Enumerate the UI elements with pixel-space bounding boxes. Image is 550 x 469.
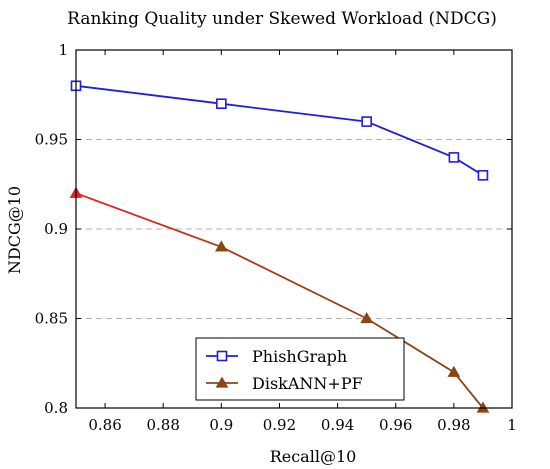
data-point <box>360 311 374 324</box>
data-point <box>214 240 228 252</box>
series-line <box>75 84 484 177</box>
x-tick-label: 0.86 <box>88 416 121 434</box>
y-tick-label: 0.9 <box>44 220 68 238</box>
legend-marker <box>216 350 228 362</box>
data-point <box>216 98 227 109</box>
x-tick-label: 1 <box>507 416 517 434</box>
chart-title: Ranking Quality under Skewed Workload (N… <box>67 9 497 29</box>
x-tick-label: 0.98 <box>437 416 470 434</box>
series-1 <box>70 80 489 181</box>
x-tick-label: 0.9 <box>209 416 233 434</box>
y-tick-label: 0.85 <box>35 310 68 328</box>
data-point <box>477 170 489 181</box>
legend-label: PhishGraph <box>252 347 347 366</box>
legend-box <box>195 337 405 401</box>
data-point <box>448 152 460 163</box>
y-axis-label: NDCG@10 <box>5 186 24 274</box>
legend-label: DiskANN+PF <box>252 374 363 393</box>
x-tick-label: 0.88 <box>146 416 179 434</box>
y-tick-label: 0.95 <box>35 131 68 149</box>
legend: PhishGraph DiskANN+PF <box>195 337 405 401</box>
data-point <box>447 365 461 377</box>
grid-lines <box>76 139 512 319</box>
x-axis-label: Recall@10 <box>270 447 357 466</box>
x-tick-label: 0.94 <box>321 416 354 434</box>
y-tick-label: 1 <box>58 41 68 59</box>
legend-entry: PhishGraph <box>206 347 347 366</box>
x-tick-label: 0.92 <box>263 416 296 434</box>
x-tick-label: 0.96 <box>379 416 412 434</box>
data-point <box>476 401 490 413</box>
axis-ticks: 0.8 0.85 0.9 0.95 1 0.86 0.88 0.9 0.92 0.94 0.96 0.… <box>35 41 517 434</box>
y-tick-label: 0.8 <box>44 399 68 417</box>
legend-marker <box>215 376 229 388</box>
legend-entry: DiskANN+PF <box>206 374 363 393</box>
data-point <box>361 116 372 127</box>
plot-frame <box>75 49 513 409</box>
